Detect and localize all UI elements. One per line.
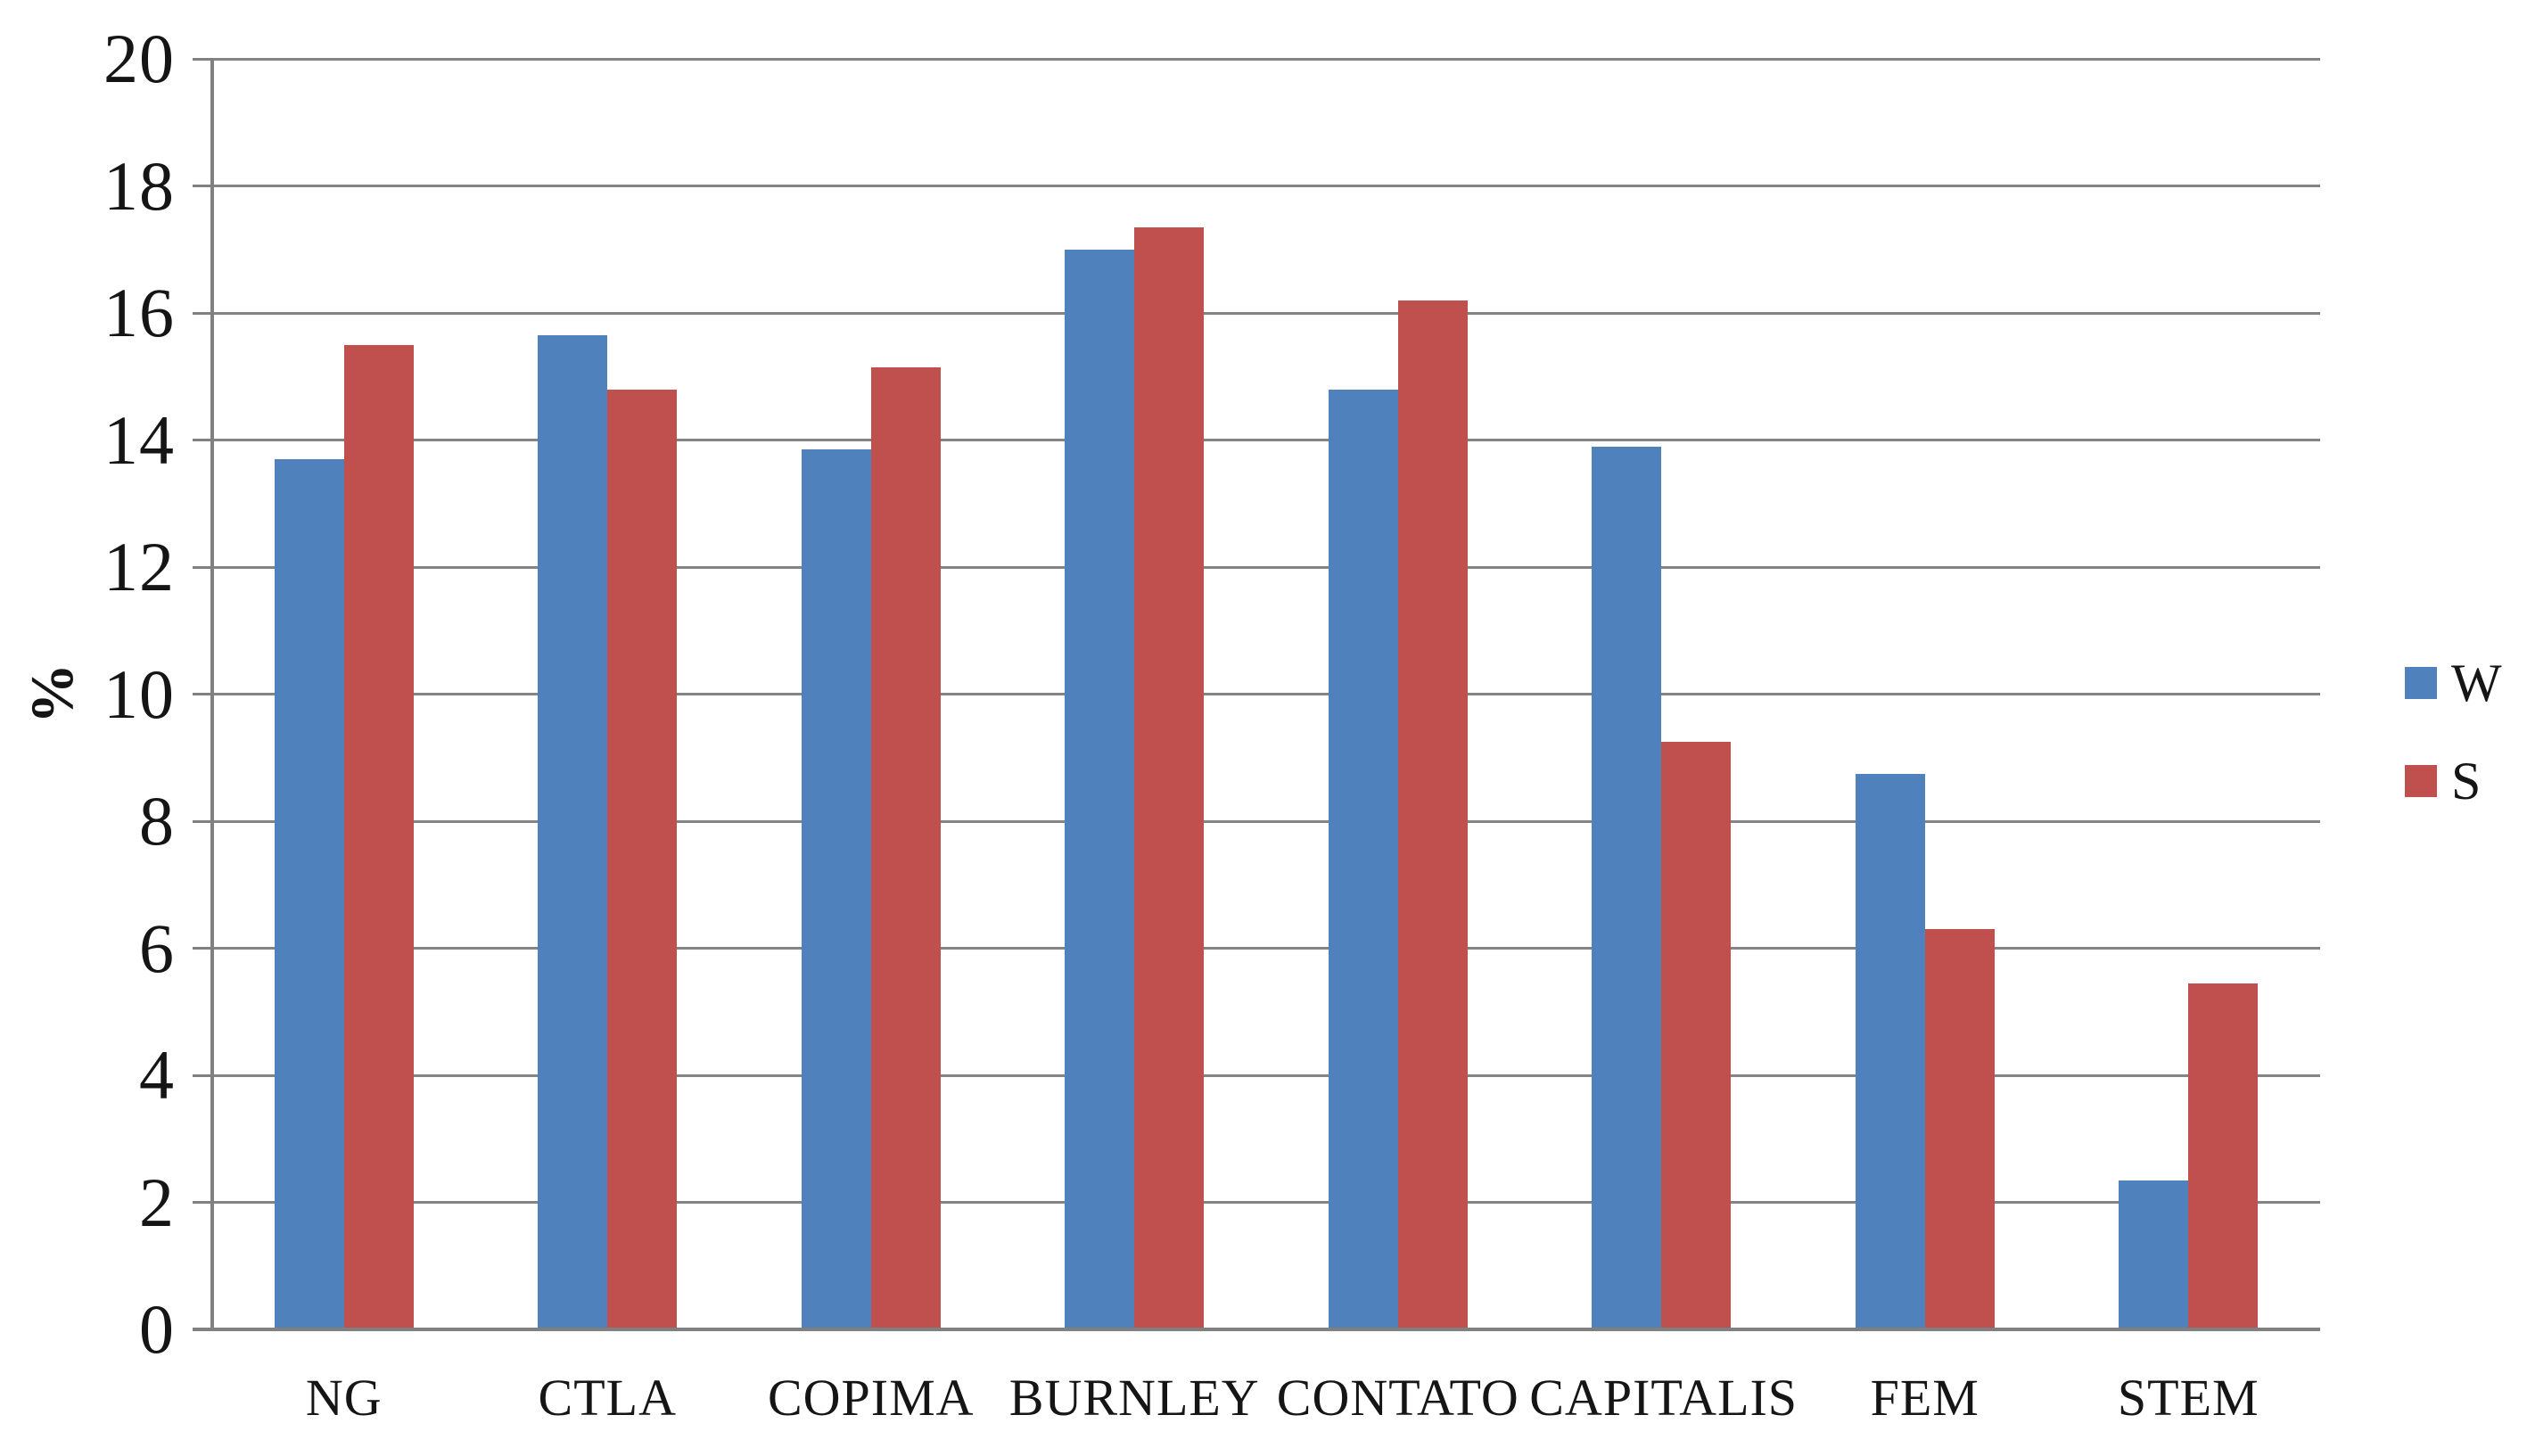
x-axis-label-CONTATO: CONTATO (1276, 1369, 1519, 1427)
gridline-6 (212, 947, 2320, 950)
y-tick-12 (193, 565, 212, 569)
y-tick-label-4: 4 (139, 1036, 175, 1114)
bar-S-NG (343, 344, 414, 1329)
gridline-10 (212, 693, 2320, 695)
y-tick-10 (193, 693, 212, 695)
legend-swatch-W (2405, 667, 2437, 699)
plot-area (212, 57, 2320, 1329)
gridline-12 (212, 565, 2320, 569)
y-tick-20 (193, 57, 212, 61)
x-axis-label-COPIMA: COPIMA (767, 1369, 975, 1427)
x-axis-line (193, 1328, 2320, 1331)
gridline-16 (212, 311, 2320, 315)
x-axis-label-CAPITALIS: CAPITALIS (1529, 1369, 1799, 1427)
bar-S-CTLA (607, 389, 678, 1329)
x-axis-label-CTLA: CTLA (538, 1369, 677, 1427)
y-tick-label-8: 8 (139, 782, 175, 860)
bar-S-COPIMA (870, 366, 941, 1329)
bar-W-BURNLEY (1065, 249, 1135, 1329)
y-tick-label-2: 2 (139, 1163, 175, 1241)
y-tick-4 (193, 1073, 212, 1077)
gridline-18 (212, 185, 2320, 187)
bar-W-FEM (1855, 773, 1925, 1329)
gridline-2 (212, 1201, 2320, 1204)
legend-item-S: S (2405, 754, 2502, 808)
legend-label-S: S (2451, 752, 2482, 810)
bar-W-NG (274, 458, 344, 1329)
legend-item-W: W (2405, 656, 2502, 710)
y-tick-8 (193, 819, 212, 823)
bar-W-CONTATO (1328, 389, 1398, 1329)
y-tick-6 (193, 947, 212, 950)
y-tick-label-6: 6 (139, 909, 175, 987)
x-axis-label-STEM: STEM (2117, 1369, 2259, 1427)
y-tick-label-14: 14 (103, 400, 175, 479)
y-tick-label-18: 18 (103, 146, 175, 225)
y-tick-18 (193, 185, 212, 187)
y-tick-14 (193, 439, 212, 441)
x-axis-label-FEM: FEM (1870, 1369, 1980, 1427)
y-tick-16 (193, 311, 212, 315)
bar-W-CAPITALIS (1592, 446, 1662, 1329)
bar-S-CAPITALIS (1661, 741, 1732, 1329)
bar-S-FEM (1924, 929, 1995, 1329)
x-axis-label-NG: NG (305, 1369, 383, 1427)
y-tick-0 (193, 1328, 212, 1331)
bar-W-COPIMA (801, 449, 871, 1329)
x-axis-label-BURNLEY: BURNLEY (1008, 1369, 1260, 1427)
y-tick-label-20: 20 (103, 20, 175, 97)
bar-S-CONTATO (1397, 300, 1468, 1329)
y-axis-line (210, 59, 214, 1331)
legend-swatch-S (2405, 765, 2437, 797)
legend-label-W: W (2451, 654, 2502, 712)
y-tick-label-16: 16 (103, 274, 175, 351)
y-tick-label-12: 12 (103, 528, 175, 605)
gridline-20 (212, 57, 2320, 61)
gridline-14 (212, 439, 2320, 441)
y-tick-2 (193, 1201, 212, 1204)
y-tick-label-10: 10 (103, 654, 175, 733)
y-tick-label-0: 0 (139, 1290, 175, 1368)
bar-S-BURNLEY (1134, 226, 1205, 1329)
gridline-4 (212, 1073, 2320, 1077)
bar-W-CTLA (538, 334, 608, 1329)
gridline-8 (212, 819, 2320, 823)
bar-S-STEM (2188, 983, 2259, 1329)
bar-W-STEM (2119, 1180, 2189, 1329)
